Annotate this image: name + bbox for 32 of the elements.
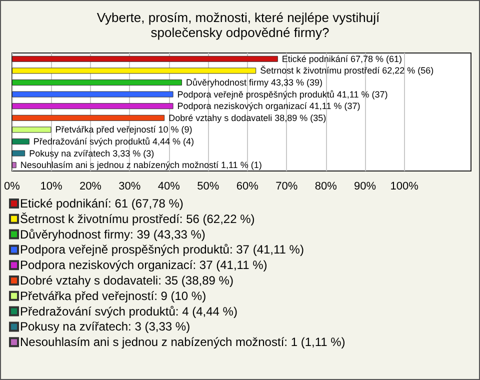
x-tick-label: 50% [197, 180, 220, 192]
data-label: Dobré vztahy s dodavateli 38,89 % (35) [168, 112, 326, 123]
x-tick-label: 10% [40, 180, 62, 192]
legend-label: Přetvářka před veřejností: 9 (10 %) [20, 288, 206, 303]
x-tick-label: 20% [79, 180, 102, 192]
legend-label: Dobré vztahy s dodavateli: 35 (38,89 %) [20, 274, 234, 288]
legend-label: Podpora veřejně prospěšných produktů: 37 (41,11 %) [20, 242, 304, 257]
data-label: Etické podnikání 67,78 % (61) [282, 54, 402, 64]
data-label: Důvěryhodnost firmy 43,33 % (39) [186, 78, 323, 88]
x-tick-label: 80% [314, 180, 338, 192]
data-label: Přetvářka před veřejností 10 % (9) [55, 124, 192, 135]
legend-label: Etické podnikání: 61 (67,78 %) [20, 196, 184, 210]
x-tick-label: 60% [236, 180, 259, 192]
legend-label: Podpora neziskových organizací: 37 (41,11 %) [20, 258, 268, 272]
data-label: Pokusy na zvířatech 3,33 % (3) [29, 148, 154, 158]
x-tick-label: 30% [118, 180, 141, 192]
legend-label: Pokusy na zvířatech: 3 (3,33 %) [20, 320, 190, 334]
data-label: Podpora veřejně prospěšných produktů 41,11 % (37) [177, 89, 388, 100]
x-tick-label: 90% [354, 180, 376, 192]
x-tick-label: 40% [158, 180, 180, 192]
legend-label: Předražování svých produktů: 4 (4,44 %) [20, 304, 238, 318]
data-label: Předražování svých produktů 4,44 % (4) [33, 136, 194, 146]
legend-label: Šetrnost k životnímu prostředí: 56 (62,22 %) [20, 212, 255, 226]
legend-label: Nesouhlasím ani s jednou z nabízených možností: 1 (1,11 %) [20, 335, 346, 350]
x-tick-label: 70% [276, 180, 298, 192]
chart-title: Vyberte, prosím, možnosti, které nejlépe vystihují společensky odpovědné firmy? [96, 10, 384, 40]
legend-label: Důvěryhodnost firmy: 39 (43,33 %) [20, 227, 206, 242]
x-tick-label: 100% [390, 180, 419, 192]
data-label: Podpora neziskových organizací 41,11 % (37) [177, 101, 360, 112]
data-label: Šetrnost k životnímu prostředí 62,22 % (56) [260, 66, 434, 76]
x-tick-label: 0% [4, 180, 20, 192]
data-label: Nesouhlasím ani s jednou z nabízených možností 1,11 % (1) [20, 160, 262, 170]
